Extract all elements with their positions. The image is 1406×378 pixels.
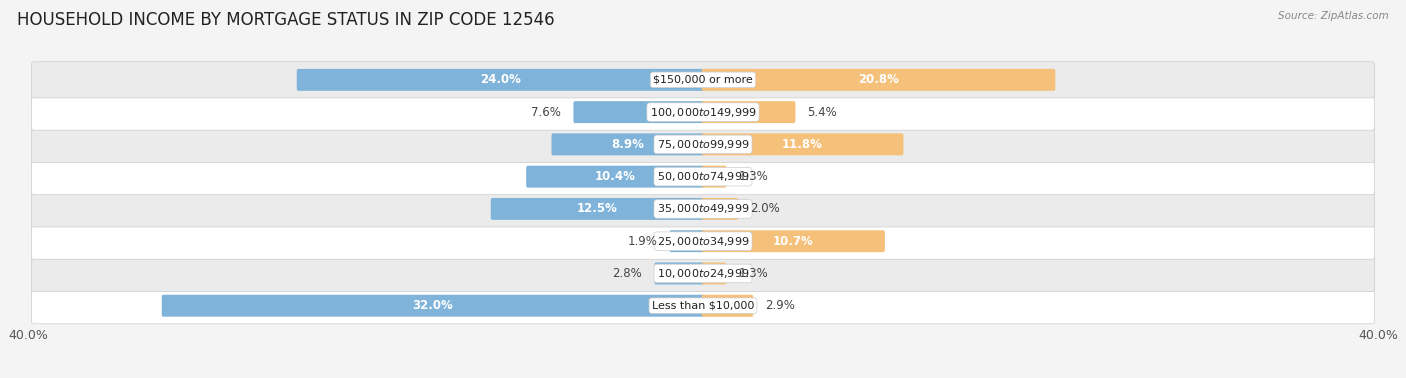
Text: 1.9%: 1.9% [627, 235, 658, 248]
FancyBboxPatch shape [702, 166, 727, 187]
FancyBboxPatch shape [491, 198, 704, 220]
FancyBboxPatch shape [702, 198, 738, 220]
Text: 7.6%: 7.6% [531, 105, 561, 119]
Text: HOUSEHOLD INCOME BY MORTGAGE STATUS IN ZIP CODE 12546: HOUSEHOLD INCOME BY MORTGAGE STATUS IN Z… [17, 11, 554, 29]
Text: Source: ZipAtlas.com: Source: ZipAtlas.com [1278, 11, 1389, 21]
FancyBboxPatch shape [31, 256, 1375, 291]
Text: Less than $10,000: Less than $10,000 [652, 301, 754, 311]
Text: 8.9%: 8.9% [612, 138, 644, 151]
FancyBboxPatch shape [31, 288, 1375, 324]
FancyBboxPatch shape [297, 69, 704, 91]
Text: $150,000 or more: $150,000 or more [654, 75, 752, 85]
FancyBboxPatch shape [31, 94, 1375, 130]
Text: 11.8%: 11.8% [782, 138, 823, 151]
Text: 20.8%: 20.8% [858, 73, 898, 86]
FancyBboxPatch shape [654, 262, 704, 284]
FancyBboxPatch shape [702, 262, 727, 284]
Text: $10,000 to $24,999: $10,000 to $24,999 [657, 267, 749, 280]
Text: $35,000 to $49,999: $35,000 to $49,999 [657, 202, 749, 215]
FancyBboxPatch shape [702, 133, 904, 155]
FancyBboxPatch shape [702, 69, 1056, 91]
FancyBboxPatch shape [31, 223, 1375, 259]
FancyBboxPatch shape [31, 126, 1375, 163]
Text: $50,000 to $74,999: $50,000 to $74,999 [657, 170, 749, 183]
Text: 12.5%: 12.5% [576, 202, 619, 215]
FancyBboxPatch shape [551, 133, 704, 155]
Text: 10.7%: 10.7% [773, 235, 814, 248]
Text: 1.3%: 1.3% [738, 170, 768, 183]
FancyBboxPatch shape [162, 295, 704, 317]
Text: 2.0%: 2.0% [751, 202, 780, 215]
Text: 2.9%: 2.9% [765, 299, 796, 312]
FancyBboxPatch shape [574, 101, 704, 123]
Text: 1.3%: 1.3% [738, 267, 768, 280]
Text: 24.0%: 24.0% [479, 73, 522, 86]
Text: $25,000 to $34,999: $25,000 to $34,999 [657, 235, 749, 248]
Text: $75,000 to $99,999: $75,000 to $99,999 [657, 138, 749, 151]
FancyBboxPatch shape [669, 230, 704, 252]
FancyBboxPatch shape [31, 159, 1375, 195]
Text: 10.4%: 10.4% [595, 170, 636, 183]
Text: 5.4%: 5.4% [807, 105, 838, 119]
FancyBboxPatch shape [702, 101, 796, 123]
FancyBboxPatch shape [31, 62, 1375, 98]
FancyBboxPatch shape [31, 191, 1375, 227]
Text: 32.0%: 32.0% [413, 299, 453, 312]
FancyBboxPatch shape [526, 166, 704, 187]
Text: $100,000 to $149,999: $100,000 to $149,999 [650, 105, 756, 119]
FancyBboxPatch shape [702, 295, 754, 317]
FancyBboxPatch shape [702, 230, 884, 252]
Text: 2.8%: 2.8% [613, 267, 643, 280]
